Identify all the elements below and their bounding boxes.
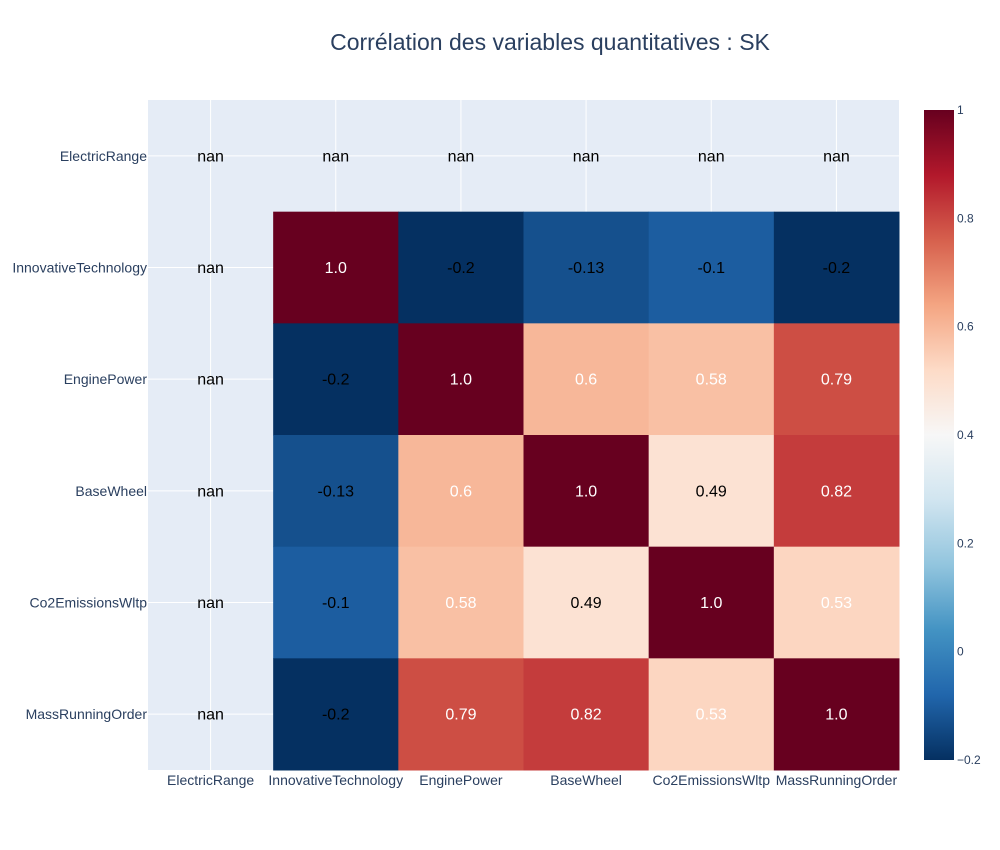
- cell-label: -0.2: [823, 260, 851, 277]
- y-tick-label: Co2EmissionsWltp: [30, 595, 148, 611]
- cell-label: -0.1: [322, 595, 350, 612]
- heatmap-cell: [523, 323, 650, 436]
- cell-label: -0.2: [322, 372, 350, 389]
- colorbar-bar: [924, 110, 954, 760]
- plot-area: nan nan nan nan nan nan nan 1.0 -0.2 -0.13 -0.1 -0.…: [12, 100, 900, 788]
- y-tick-label: InnovativeTechnology: [12, 260, 147, 276]
- colorbar-tick-label: 0.6: [957, 320, 974, 334]
- cell-label: nan: [197, 595, 224, 612]
- heatmap-cell: [773, 323, 900, 436]
- heatmap-cell: [773, 211, 900, 324]
- heatmap-cell: [273, 435, 399, 548]
- heatmap-cell: [523, 546, 650, 659]
- heatmap-cell: [648, 435, 775, 548]
- x-tick-label: ElectricRange: [167, 772, 254, 788]
- cell-label: nan: [448, 148, 475, 165]
- cell-label: -0.13: [318, 483, 355, 500]
- cell-label: 0.82: [821, 483, 852, 500]
- cell-label: nan: [823, 148, 850, 165]
- cell-label: nan: [197, 260, 224, 277]
- x-tick-label: InnovativeTechnology: [268, 772, 403, 788]
- colorbar: 1 0.8 0.6 0.4 0.2 0 −0.2: [924, 103, 981, 767]
- heatmap-cell: [398, 211, 524, 324]
- cell-label: -0.1: [697, 260, 725, 277]
- x-tick-label: MassRunningOrder: [776, 772, 898, 788]
- x-tick-label: Co2EmissionsWltp: [653, 772, 771, 788]
- heatmap-cell: [648, 546, 775, 659]
- chart-title: Corrélation des variables quantitatives …: [330, 29, 770, 55]
- colorbar-tick-label: −0.2: [957, 753, 981, 767]
- cell-label: nan: [573, 148, 600, 165]
- x-tick-label: EnginePower: [419, 772, 503, 788]
- cell-label: 0.82: [571, 707, 602, 724]
- heatmap-cell: [398, 435, 524, 548]
- heatmap-cell: [773, 658, 900, 771]
- heatmap-cell: [648, 323, 775, 436]
- cell-label: -0.2: [322, 707, 350, 724]
- cell-label: 1.0: [700, 595, 722, 612]
- cell-label: 1.0: [825, 707, 847, 724]
- y-tick-label: ElectricRange: [60, 148, 147, 164]
- x-tick-label: BaseWheel: [550, 772, 622, 788]
- heatmap-cell: [398, 546, 524, 659]
- heatmap-cell: [273, 546, 399, 659]
- cell-label: 0.58: [445, 595, 476, 612]
- cell-label: 0.79: [445, 707, 476, 724]
- heatmap-cell: [273, 211, 399, 324]
- colorbar-tick-label: 1: [957, 103, 964, 117]
- heatmap-cell: [773, 546, 900, 659]
- heatmap-cell: [523, 211, 650, 324]
- cell-label: nan: [197, 707, 224, 724]
- y-tick-label: MassRunningOrder: [26, 706, 148, 722]
- cell-label: 0.58: [696, 372, 727, 389]
- colorbar-tick-label: 0.4: [957, 428, 974, 442]
- cell-label: 1.0: [575, 483, 597, 500]
- cell-label: -0.2: [447, 260, 475, 277]
- colorbar-tick-label: 0: [957, 645, 964, 659]
- cell-label: 0.79: [821, 372, 852, 389]
- heatmap-cell: [523, 658, 650, 771]
- heatmap-cell: [648, 658, 775, 771]
- cell-label: 0.53: [696, 707, 727, 724]
- heatmap-cell: [773, 435, 900, 548]
- cell-label: -0.13: [568, 260, 605, 277]
- cell-label: nan: [197, 372, 224, 389]
- cell-label: 1.0: [450, 372, 472, 389]
- y-tick-label: EnginePower: [64, 371, 148, 387]
- cell-label: 0.49: [696, 483, 727, 500]
- cell-label: nan: [322, 148, 349, 165]
- cell-label: 0.53: [821, 595, 852, 612]
- heatmap-cell: [398, 658, 524, 771]
- cell-label: 0.6: [575, 372, 597, 389]
- cell-label: 0.49: [571, 595, 602, 612]
- colorbar-tick-label: 0.2: [957, 536, 974, 550]
- heatmap-cell: [273, 323, 399, 436]
- heatmap-cell: [398, 323, 524, 436]
- cell-label: 0.6: [450, 483, 472, 500]
- cell-label: nan: [197, 148, 224, 165]
- heatmap-cell: [523, 435, 650, 548]
- cell-label: nan: [698, 148, 725, 165]
- colorbar-tick-label: 0.8: [957, 211, 974, 225]
- cell-label: 1.0: [325, 260, 347, 277]
- heatmap-cell: [273, 658, 399, 771]
- y-tick-label: BaseWheel: [75, 483, 147, 499]
- heatmap-cell: [648, 211, 775, 324]
- cell-label: nan: [197, 483, 224, 500]
